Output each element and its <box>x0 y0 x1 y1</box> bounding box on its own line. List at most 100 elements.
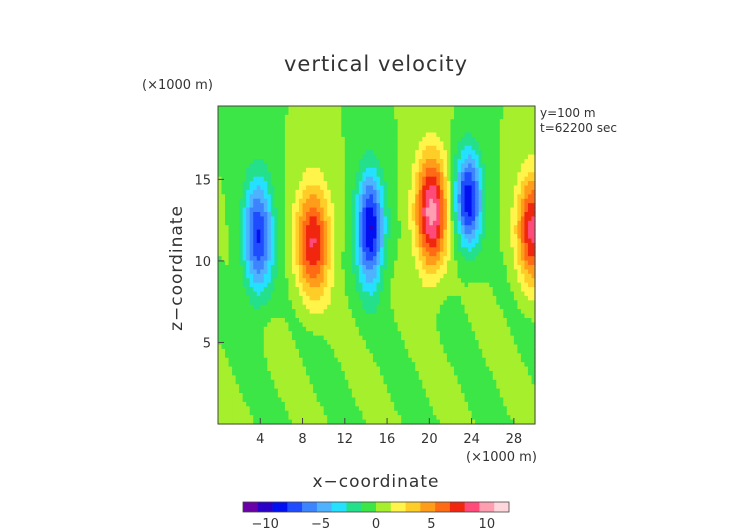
heatmap-cell <box>415 304 420 310</box>
heatmap-cell <box>478 189 483 195</box>
heatmap-cell <box>225 150 230 156</box>
heatmap-cell <box>291 176 297 182</box>
heatmap-cell <box>422 331 427 337</box>
heatmap-cell <box>425 141 430 147</box>
heatmap-cell <box>313 265 318 271</box>
heatmap-cell <box>256 278 261 284</box>
heatmap-cell <box>394 322 399 328</box>
heatmap-cell <box>306 313 311 319</box>
heatmap-cell <box>464 295 469 301</box>
heatmap-cell <box>218 234 223 240</box>
heatmap-cell <box>365 128 371 134</box>
heatmap-cell <box>531 269 536 275</box>
heatmap-cell <box>225 344 230 350</box>
heatmap-cell <box>425 300 430 306</box>
heatmap-cell <box>277 251 282 257</box>
heatmap-cell <box>429 278 434 284</box>
heatmap-cell <box>499 229 504 235</box>
heatmap-cell <box>408 181 413 187</box>
heatmap-cell <box>471 203 476 209</box>
heatmap-cell <box>513 141 518 147</box>
heatmap-cell <box>387 163 392 169</box>
heatmap-cell <box>355 251 360 257</box>
heatmap-cell <box>453 203 459 209</box>
heatmap-cell <box>341 181 346 187</box>
heatmap-cell <box>284 189 290 195</box>
heatmap-cell <box>411 287 416 293</box>
heatmap-cell <box>334 348 339 354</box>
heatmap-cell <box>489 163 494 169</box>
heatmap-cell <box>235 163 240 169</box>
heatmap-cell <box>394 318 399 324</box>
heatmap-cell <box>415 318 420 324</box>
heatmap-cell <box>334 234 339 240</box>
heatmap-cell <box>334 216 339 222</box>
heatmap-cell <box>267 203 272 209</box>
heatmap-cell <box>242 300 247 306</box>
heatmap-cell <box>246 273 251 279</box>
heatmap-cell <box>418 309 423 315</box>
heatmap-cell <box>461 181 466 187</box>
heatmap-cell <box>517 318 522 324</box>
heatmap-cell <box>351 348 356 354</box>
heatmap-cell <box>348 176 353 182</box>
heatmap-cell <box>299 287 304 293</box>
heatmap-cell <box>306 326 311 332</box>
heatmap-cell <box>284 225 290 231</box>
heatmap-cell <box>218 273 223 279</box>
heatmap-cell <box>270 198 275 204</box>
heatmap-cell <box>457 159 462 165</box>
heatmap-cell <box>513 172 518 178</box>
heatmap-cell <box>425 273 430 279</box>
heatmap-cell <box>320 172 325 178</box>
heatmap-cell <box>376 176 381 182</box>
heatmap-cell <box>408 145 413 151</box>
heatmap-cell <box>415 203 420 209</box>
heatmap-cell <box>344 344 349 350</box>
heatmap-cell <box>341 106 346 112</box>
heatmap-cell <box>499 110 504 116</box>
heatmap-cell <box>506 212 511 218</box>
heatmap-cell <box>309 198 314 204</box>
heatmap-cell <box>492 181 497 187</box>
heatmap-cell <box>235 318 240 324</box>
heatmap-cell <box>482 136 487 142</box>
heatmap-cell <box>323 225 328 231</box>
heatmap-cell <box>422 189 427 195</box>
heatmap-cell <box>482 150 487 156</box>
heatmap-cell <box>253 216 258 222</box>
heatmap-cell <box>471 159 476 165</box>
heatmap-cell <box>404 260 409 266</box>
heatmap-cell <box>362 159 367 165</box>
heatmap-cell <box>506 203 511 209</box>
heatmap-cell <box>344 300 349 306</box>
heatmap-cell <box>376 278 381 284</box>
heatmap-cell <box>323 163 328 169</box>
heatmap-cell <box>471 163 476 169</box>
heatmap-cell <box>489 287 494 293</box>
heatmap-cell <box>218 106 223 112</box>
heatmap-cell <box>376 220 381 226</box>
heatmap-cell <box>387 123 392 129</box>
heatmap-cell <box>415 256 420 262</box>
heatmap-cell <box>242 154 247 160</box>
heatmap-cell <box>446 172 452 178</box>
heatmap-cell <box>225 340 230 346</box>
heatmap-cell <box>383 335 388 341</box>
heatmap-cell <box>260 114 265 120</box>
heatmap-cell <box>256 136 261 142</box>
heatmap-cell <box>327 247 332 253</box>
heatmap-cell <box>253 318 258 324</box>
heatmap-cell <box>506 282 511 288</box>
heatmap-cell <box>506 326 511 332</box>
heatmap-cell <box>249 225 254 231</box>
heatmap-cell <box>232 287 237 293</box>
heatmap-cell <box>306 234 311 240</box>
heatmap-cell <box>383 313 388 319</box>
heatmap-cell <box>372 234 378 240</box>
heatmap-cell <box>387 300 392 306</box>
heatmap-cell <box>256 256 261 262</box>
heatmap-cell <box>482 304 487 310</box>
heatmap-cell <box>524 229 529 235</box>
heatmap-cell <box>242 172 247 178</box>
